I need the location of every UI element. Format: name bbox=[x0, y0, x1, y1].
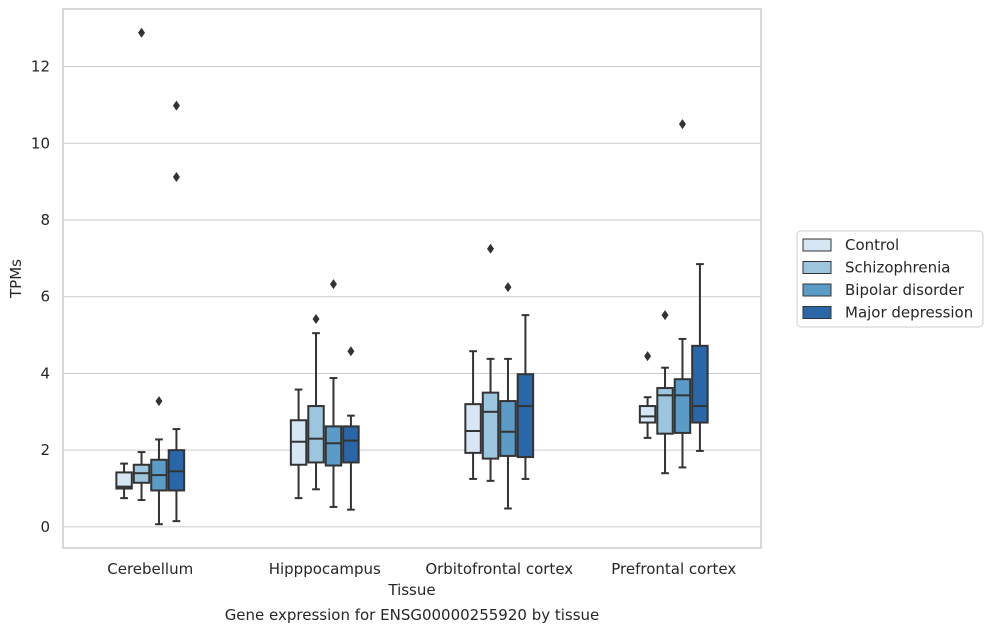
x-tick-label: Prefrontal cortex bbox=[611, 560, 736, 578]
outlier-point bbox=[138, 27, 146, 38]
y-tick-label: 2 bbox=[40, 441, 50, 459]
legend-label: Bipolar disorder bbox=[845, 281, 965, 299]
box bbox=[691, 344, 709, 424]
box bbox=[342, 425, 360, 464]
box bbox=[464, 403, 482, 454]
x-tick-label: Cerebellum bbox=[107, 560, 193, 578]
box bbox=[499, 400, 517, 457]
legend-swatch bbox=[802, 261, 832, 274]
box bbox=[324, 425, 343, 467]
x-axis-label: Tissue bbox=[387, 581, 435, 599]
outlier-point bbox=[644, 351, 652, 362]
legend-swatch bbox=[802, 283, 832, 297]
box bbox=[656, 387, 674, 435]
legend-box bbox=[796, 230, 984, 328]
y-tick-label: 0 bbox=[40, 518, 50, 536]
outlier-point bbox=[172, 172, 180, 183]
y-axis-label: TPMs bbox=[7, 259, 25, 299]
x-tick-label: Orbitofrontal cortex bbox=[425, 560, 573, 578]
outlier-point bbox=[678, 119, 686, 130]
legend-label: Control bbox=[845, 236, 899, 254]
y-tick-label: 10 bbox=[31, 134, 50, 152]
outlier-point bbox=[504, 282, 512, 293]
legend-label: Schizophrenia bbox=[845, 259, 950, 277]
legend-swatch bbox=[802, 238, 832, 252]
outlier-point bbox=[155, 396, 163, 407]
x-tick-label: Hipppocampus bbox=[269, 560, 381, 578]
outlier-point bbox=[172, 100, 180, 111]
outlier-point bbox=[487, 243, 495, 254]
legend-swatch bbox=[802, 306, 832, 319]
box bbox=[307, 405, 325, 464]
outlier-point bbox=[329, 279, 337, 290]
y-tick-label: 6 bbox=[40, 288, 50, 306]
y-tick-label: 12 bbox=[31, 58, 50, 76]
y-tick-label: 8 bbox=[40, 211, 50, 229]
outlier-point bbox=[661, 310, 669, 321]
chart-caption: Gene expression for ENSG00000255920 by t… bbox=[224, 606, 600, 624]
box bbox=[115, 471, 133, 490]
y-tick-label: 4 bbox=[40, 364, 50, 382]
box bbox=[638, 405, 657, 424]
outlier-point bbox=[347, 346, 355, 357]
outlier-point bbox=[312, 313, 320, 324]
plot-frame bbox=[62, 8, 762, 549]
box bbox=[673, 378, 692, 434]
box bbox=[481, 391, 500, 460]
legend-label: Major depression bbox=[845, 304, 973, 322]
box bbox=[516, 373, 535, 459]
